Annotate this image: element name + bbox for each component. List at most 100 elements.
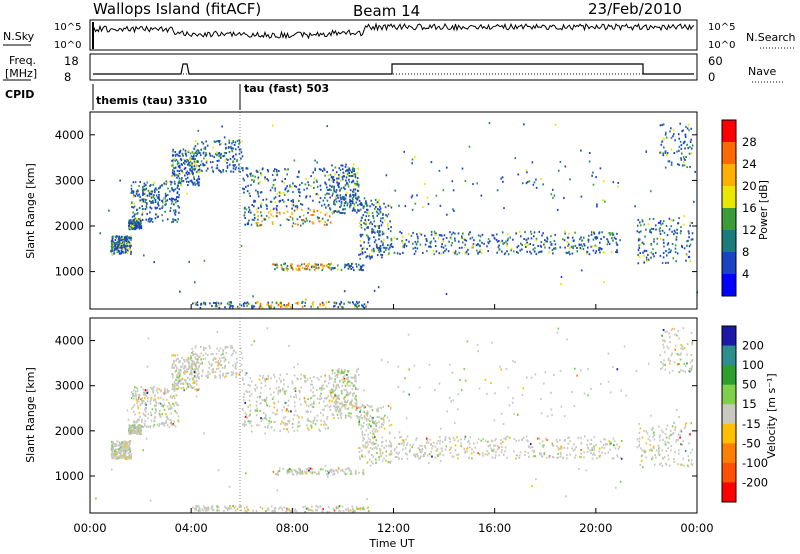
data-point	[425, 441, 428, 444]
data-point	[176, 176, 178, 179]
data-point	[691, 448, 694, 451]
data-point	[174, 382, 176, 385]
data-point	[354, 192, 357, 195]
data-point	[306, 219, 308, 222]
data-point	[411, 158, 414, 161]
data-point	[580, 236, 582, 239]
data-point	[122, 443, 124, 446]
data-point	[266, 426, 269, 429]
data-point	[143, 182, 146, 185]
data-point	[222, 169, 224, 172]
freq-label: Freq.	[9, 54, 36, 67]
data-point	[424, 234, 426, 237]
data-point	[436, 448, 439, 451]
data-point	[177, 404, 179, 407]
data-point	[250, 393, 253, 396]
data-point	[659, 254, 662, 257]
data-point	[351, 400, 353, 403]
data-point	[379, 207, 382, 210]
data-point	[193, 165, 196, 168]
data-point	[118, 239, 121, 242]
data-point	[352, 195, 355, 198]
data-point	[379, 230, 381, 233]
data-point	[176, 220, 179, 223]
data-point	[134, 219, 136, 222]
data-point	[535, 237, 538, 240]
data-point	[174, 211, 177, 213]
data-point	[472, 244, 474, 247]
data-point	[171, 171, 174, 174]
data-point	[146, 181, 148, 184]
data-point	[355, 400, 358, 403]
data-point	[571, 236, 574, 239]
data-point	[254, 409, 257, 412]
data-point	[132, 220, 134, 223]
data-point	[142, 199, 145, 202]
data-point	[364, 220, 367, 223]
data-point	[381, 436, 384, 439]
data-point	[678, 137, 680, 140]
data-point	[228, 303, 231, 306]
data-point	[151, 218, 153, 220]
data-point	[467, 253, 470, 256]
data-point	[341, 401, 343, 404]
data-point	[323, 264, 325, 267]
data-point	[114, 245, 116, 248]
data-point	[285, 409, 287, 412]
data-point	[225, 146, 227, 149]
data-point	[531, 446, 534, 448]
data-point	[643, 450, 646, 453]
data-point	[116, 244, 119, 246]
data-point	[334, 173, 336, 176]
data-point	[290, 200, 293, 202]
data-point	[228, 301, 231, 304]
data-point	[346, 391, 348, 393]
data-point	[312, 171, 314, 174]
data-point	[173, 424, 175, 427]
data-point	[282, 192, 285, 194]
data-point	[130, 252, 132, 255]
data-point	[689, 141, 692, 143]
data-point	[232, 164, 234, 167]
data-point	[119, 456, 122, 459]
data-point	[685, 259, 687, 262]
data-point	[120, 241, 122, 244]
data-point	[512, 250, 515, 253]
data-point	[198, 150, 200, 152]
data-point	[180, 183, 182, 186]
data-point	[383, 457, 385, 460]
data-point	[343, 202, 346, 204]
data-point	[249, 384, 251, 387]
data-point	[333, 389, 335, 392]
data-point	[352, 392, 354, 395]
data-point	[184, 366, 186, 369]
data-point	[464, 379, 467, 382]
data-point	[371, 223, 374, 226]
data-point	[312, 405, 315, 408]
data-point	[290, 263, 292, 266]
data-point	[355, 305, 357, 308]
data-point	[171, 385, 174, 388]
data-point	[649, 439, 651, 442]
data-point	[515, 454, 518, 457]
data-point	[592, 183, 595, 186]
data-point	[143, 185, 146, 188]
data-point	[251, 380, 253, 383]
data-point	[546, 237, 549, 240]
data-point	[196, 388, 198, 391]
data-point	[566, 236, 569, 239]
data-point	[335, 397, 338, 400]
data-point	[118, 243, 120, 246]
data-point	[376, 231, 379, 234]
data-point	[323, 223, 326, 226]
data-point	[668, 371, 671, 374]
data-point	[690, 147, 693, 150]
data-point	[328, 378, 331, 381]
data-point	[314, 263, 317, 266]
data-point	[123, 440, 126, 443]
data-point	[220, 152, 222, 155]
data-point	[170, 407, 172, 410]
data-point	[331, 413, 334, 416]
data-point	[151, 408, 154, 411]
